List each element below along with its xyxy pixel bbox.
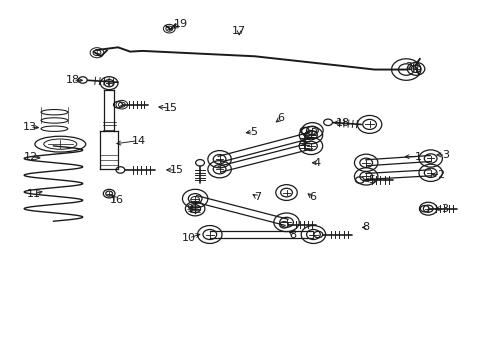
Text: 16: 16 <box>110 195 124 205</box>
Text: 20: 20 <box>405 62 419 72</box>
Text: 6: 6 <box>309 192 316 202</box>
Text: 5: 5 <box>368 175 375 185</box>
Text: 12: 12 <box>24 152 38 162</box>
Text: 2: 2 <box>437 170 444 180</box>
Text: 15: 15 <box>170 165 184 175</box>
Text: 13: 13 <box>23 122 37 132</box>
Text: 11: 11 <box>27 189 41 199</box>
Text: 14: 14 <box>131 136 146 145</box>
Text: 3: 3 <box>441 204 448 214</box>
Text: 15: 15 <box>164 103 178 113</box>
Text: 9: 9 <box>187 204 194 215</box>
Text: 1: 1 <box>415 152 422 162</box>
Text: 5: 5 <box>250 127 257 136</box>
Text: 8: 8 <box>289 230 296 239</box>
Text: 10: 10 <box>182 233 196 243</box>
Text: 7: 7 <box>254 192 261 202</box>
Text: 17: 17 <box>232 26 246 36</box>
Text: 8: 8 <box>363 222 370 232</box>
Text: 2: 2 <box>310 129 317 138</box>
Text: 18: 18 <box>336 118 350 128</box>
Text: 18: 18 <box>66 75 80 85</box>
Text: 19: 19 <box>173 19 188 29</box>
Text: 3: 3 <box>442 150 449 160</box>
Text: 6: 6 <box>277 113 284 123</box>
Text: 4: 4 <box>314 158 321 168</box>
